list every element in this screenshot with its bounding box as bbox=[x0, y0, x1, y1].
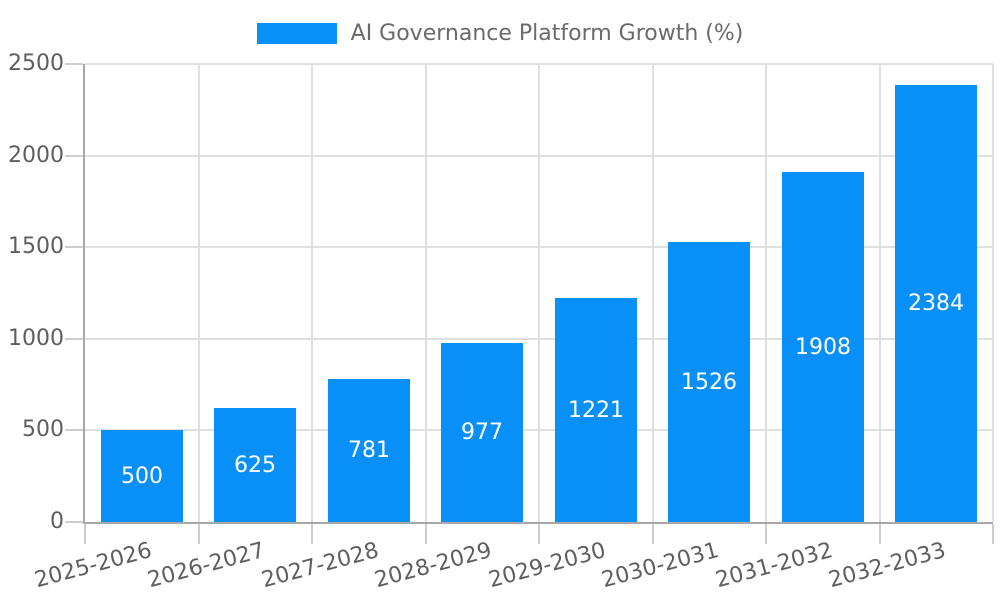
x-tick-label: 2027-2028 bbox=[259, 538, 382, 594]
x-tick bbox=[765, 524, 767, 544]
bar: 977 bbox=[441, 343, 523, 522]
gridline-vertical bbox=[311, 64, 313, 522]
y-tick bbox=[65, 338, 83, 340]
bar: 1221 bbox=[555, 298, 637, 522]
gridline-vertical bbox=[538, 64, 540, 522]
bar-value: 1526 bbox=[681, 369, 737, 395]
bar: 1908 bbox=[782, 172, 864, 522]
bar-value: 500 bbox=[121, 463, 163, 489]
x-tick-label: 2025-2026 bbox=[32, 538, 155, 594]
x-tick bbox=[84, 524, 86, 544]
gridline-vertical bbox=[652, 64, 654, 522]
x-tick-label: 2026-2027 bbox=[145, 538, 268, 594]
x-tick-label: 2029-2030 bbox=[486, 538, 609, 594]
gridline-vertical bbox=[992, 64, 994, 522]
bar-value: 625 bbox=[234, 452, 276, 478]
x-tick bbox=[425, 524, 427, 544]
gridline-vertical bbox=[198, 64, 200, 522]
bar: 2384 bbox=[895, 85, 977, 522]
bar: 1526 bbox=[668, 242, 750, 522]
y-tick-label: 0 bbox=[50, 509, 64, 534]
y-tick bbox=[65, 246, 83, 248]
bar-value: 977 bbox=[461, 420, 503, 445]
y-tick-label: 1000 bbox=[8, 326, 64, 351]
bar: 625 bbox=[214, 408, 296, 522]
x-tick bbox=[538, 524, 540, 544]
bar-value: 781 bbox=[348, 438, 390, 463]
x-tick bbox=[198, 524, 200, 544]
x-tick-label: 2032-2033 bbox=[826, 538, 949, 594]
x-tick-label: 2031-2032 bbox=[713, 538, 836, 594]
chart-legend: AI Governance Platform Growth (%) bbox=[0, 20, 1000, 46]
legend-swatch-icon bbox=[256, 22, 337, 44]
y-tick-label: 500 bbox=[22, 417, 64, 442]
plot-area: 500 625 781 977 1221 1526 1908 2384 bbox=[83, 63, 994, 524]
bar: 500 bbox=[101, 430, 183, 522]
y-tick-label: 2500 bbox=[8, 51, 64, 76]
gridline-vertical bbox=[425, 64, 427, 522]
x-tick bbox=[879, 524, 881, 544]
bar-value: 2384 bbox=[908, 291, 964, 316]
y-tick-label: 2000 bbox=[8, 143, 64, 168]
y-tick bbox=[65, 63, 83, 65]
y-tick bbox=[65, 155, 83, 157]
bar: 781 bbox=[328, 379, 410, 522]
gridline-vertical bbox=[879, 64, 881, 522]
y-tick-label: 1500 bbox=[8, 234, 64, 259]
bar-value: 1221 bbox=[568, 397, 624, 423]
y-tick bbox=[65, 521, 83, 523]
x-tick-label: 2030-2031 bbox=[599, 538, 722, 594]
x-tick bbox=[311, 524, 313, 544]
x-tick-label: 2028-2029 bbox=[372, 538, 495, 594]
legend-label: AI Governance Platform Growth (%) bbox=[350, 20, 744, 46]
x-tick bbox=[992, 524, 994, 544]
bar-value: 1908 bbox=[795, 334, 851, 360]
y-tick bbox=[65, 429, 83, 431]
x-tick bbox=[652, 524, 654, 544]
gridline-vertical bbox=[765, 64, 767, 522]
